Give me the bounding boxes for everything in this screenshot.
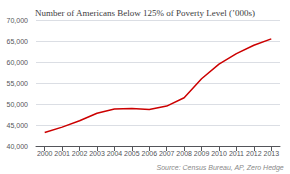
svg-text:70,000: 70,000 bbox=[7, 17, 29, 24]
svg-text:2000: 2000 bbox=[37, 150, 53, 157]
svg-text:2006: 2006 bbox=[141, 150, 157, 157]
svg-text:2009: 2009 bbox=[194, 150, 210, 157]
svg-text:65,000: 65,000 bbox=[7, 38, 29, 45]
svg-text:2005: 2005 bbox=[124, 150, 140, 157]
svg-text:Number of Americans Below 125%: Number of Americans Below 125% of Povert… bbox=[35, 8, 255, 18]
svg-text:2010: 2010 bbox=[211, 150, 227, 157]
svg-text:2002: 2002 bbox=[72, 150, 88, 157]
svg-text:2003: 2003 bbox=[89, 150, 105, 157]
svg-text:50,000: 50,000 bbox=[7, 101, 29, 108]
svg-text:2001: 2001 bbox=[54, 150, 70, 157]
svg-text:40,000: 40,000 bbox=[7, 143, 29, 150]
svg-text:60,000: 60,000 bbox=[7, 59, 29, 66]
svg-text:2011: 2011 bbox=[229, 150, 244, 157]
svg-text:2004: 2004 bbox=[107, 150, 123, 157]
svg-text:45,000: 45,000 bbox=[7, 122, 29, 129]
svg-text:2007: 2007 bbox=[159, 150, 175, 157]
svg-text:Source: Census Bureau, AP, Zer: Source: Census Bureau, AP, Zero Hedge bbox=[156, 164, 283, 172]
svg-text:2008: 2008 bbox=[176, 150, 192, 157]
svg-text:2013: 2013 bbox=[263, 150, 279, 157]
svg-text:2012: 2012 bbox=[246, 150, 262, 157]
svg-text:55,000: 55,000 bbox=[7, 80, 29, 87]
